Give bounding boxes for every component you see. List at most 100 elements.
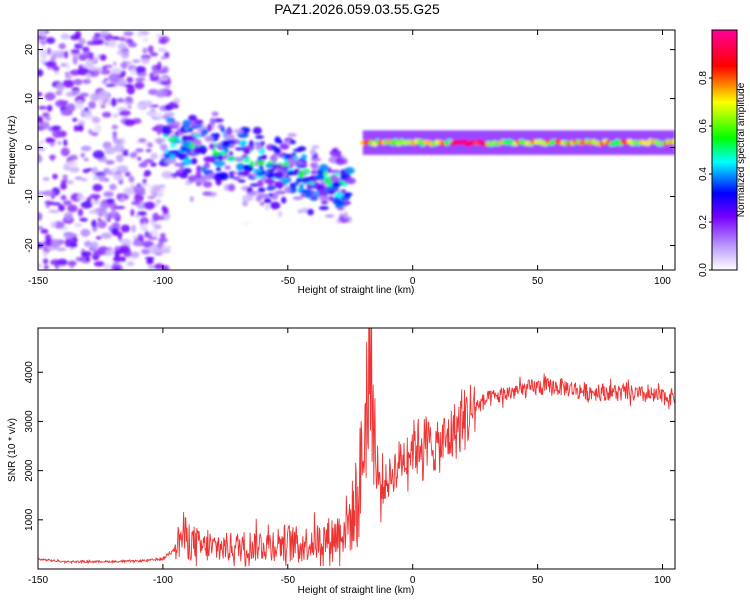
- spectrogram-band-blob: [333, 193, 345, 198]
- spectrogram-noise-blob: [84, 107, 89, 112]
- spectrogram-noise-blob: [38, 69, 44, 77]
- spectrogram-band-blob: [332, 147, 339, 153]
- spectrogram-noise-blob: [112, 132, 118, 142]
- spectrogram-band-blob: [329, 175, 340, 183]
- spectrogram-noise-blob: [38, 143, 42, 147]
- spectrogram-band-blob: [218, 153, 223, 162]
- spectrogram-noise-blob: [139, 217, 149, 226]
- x-tick-label: -150: [28, 276, 48, 287]
- spectrogram-band-blob: [182, 142, 191, 147]
- spectrogram-noise-blob: [98, 90, 110, 100]
- spectrogram-band-blob: [215, 166, 222, 172]
- x-tick-label: 0: [410, 575, 416, 586]
- colorbar-label: Normalized spectral amplitude: [736, 82, 747, 217]
- spectrogram-band-blob: [220, 126, 226, 133]
- spectrogram-band-blob: [301, 154, 308, 160]
- spectrogram-band-blob: [309, 148, 317, 156]
- spectrogram-noise-blob: [56, 82, 65, 92]
- spectrogram-noise-blob: [69, 166, 80, 173]
- spectrogram-y-label: Frequency (Hz): [7, 116, 18, 185]
- spectrogram-band-blob: [314, 174, 325, 181]
- spectrogram-noise-blob: [161, 205, 167, 211]
- spectrogram-noise-blob: [145, 148, 152, 153]
- spectrogram-noise-blob: [83, 157, 89, 162]
- spectrogram-band-blob: [321, 196, 327, 201]
- spectrogram-noise-blob: [160, 245, 170, 254]
- spectrogram-band-blob: [287, 133, 297, 137]
- spectrogram-band-blob: [192, 134, 202, 138]
- spectrogram-noise-blob: [147, 195, 156, 200]
- spectrogram-noise-blob: [148, 245, 161, 254]
- spectrogram-band-blob: [201, 165, 207, 173]
- spectrogram-noise-blob: [89, 93, 100, 102]
- spectrogram-noise-blob: [109, 183, 117, 191]
- spectrogram-noise-blob: [143, 201, 156, 210]
- spectrogram-noise-blob: [156, 61, 162, 71]
- colorbar-tick-label: 0.2: [698, 215, 709, 229]
- spectrogram-band-blob: [169, 143, 177, 148]
- spectrogram-band-blob: [207, 123, 213, 132]
- spectrogram-band-blob: [225, 133, 233, 139]
- spectrogram-noise-blob: [152, 186, 161, 193]
- spectrogram-noise-blob: [50, 259, 62, 266]
- spectrogram-noise-blob: [160, 56, 167, 60]
- spectrogram-noise-blob: [55, 90, 63, 96]
- spectrogram-noise-blob: [48, 209, 60, 214]
- spectrogram-noise-blob: [132, 235, 139, 240]
- spectrogram-noise-blob: [45, 60, 57, 68]
- spectrogram-noise-blob: [97, 67, 103, 72]
- spectrogram-band-blob: [297, 209, 303, 214]
- spectrogram-band-blob: [214, 160, 226, 167]
- spectrogram-band-blob: [209, 143, 215, 150]
- spectrogram-noise-blob: [50, 239, 62, 248]
- spectrogram-noise-blob: [124, 119, 136, 127]
- spectrogram-band-blob: [294, 180, 299, 186]
- spectrogram-noise-blob: [127, 105, 132, 109]
- spectrogram-band-blob: [179, 165, 185, 172]
- spectrogram-noise-blob: [77, 208, 84, 217]
- spectrogram-band-blob: [167, 137, 178, 142]
- spectrogram-x-axis: -150 -100 -50 0 50 100: [28, 30, 671, 287]
- spectrogram-noise-blob: [132, 239, 142, 246]
- spectrogram-noise-blob: [44, 116, 52, 121]
- spectrogram-noise-blob: [135, 65, 147, 74]
- spectrogram-band-blob: [274, 171, 284, 180]
- spectrogram-noise-blob: [73, 78, 83, 86]
- spectrogram-noise-blob: [86, 72, 92, 81]
- spectrogram-band-blob: [243, 147, 251, 155]
- spectrogram-noise-blob: [91, 116, 101, 124]
- spectrogram-noise-blob: [140, 182, 149, 187]
- spectrogram-band-blob: [272, 155, 278, 163]
- spectrogram-noise-blob: [52, 173, 58, 180]
- snr-frame: [37, 327, 676, 570]
- spectrogram-band-blob: [174, 162, 183, 167]
- spectrogram-band-blob: [265, 163, 274, 168]
- spectrogram-noise-blob: [52, 129, 62, 139]
- spectrogram-band-blob: [287, 157, 296, 166]
- spectrogram-noise-blob: [40, 228, 49, 234]
- spectrogram-noise-blob: [131, 200, 140, 206]
- spectrogram-noise-blob: [162, 265, 170, 270]
- spectrogram-noise-blob: [137, 211, 147, 217]
- spectrogram-noise-blob: [47, 138, 56, 143]
- spectrogram-noise-blob: [90, 209, 98, 214]
- spectrogram-band-blob: [255, 143, 262, 151]
- spectrogram-band-blob: [202, 181, 213, 188]
- spectrogram-noise-blob: [130, 68, 136, 76]
- spectrogram-band-blob: [298, 170, 305, 179]
- spectrogram-band-blob: [248, 173, 254, 178]
- spectrogram-band-blob: [252, 126, 262, 135]
- spectrogram-noise-blob: [114, 205, 126, 210]
- colorbar-ticks: 0.0 0.2 0.4 0.6 0.8: [698, 71, 712, 277]
- spectrogram-band-blob: [234, 156, 244, 162]
- spectrogram-band-blob: [323, 170, 328, 177]
- spectrogram-noise-blob: [92, 183, 103, 192]
- spectrogram-noise-blob: [105, 159, 115, 165]
- spectrogram-noise-blob: [103, 77, 109, 82]
- y-tick-label: 20: [24, 44, 35, 56]
- spectrogram-noise-blob: [60, 179, 69, 184]
- spectrogram-noise-blob: [127, 42, 138, 48]
- spectrogram-band-blob: [324, 214, 335, 218]
- spectrogram-band-blob: [278, 139, 283, 145]
- spectrogram-noise-blob: [104, 248, 115, 256]
